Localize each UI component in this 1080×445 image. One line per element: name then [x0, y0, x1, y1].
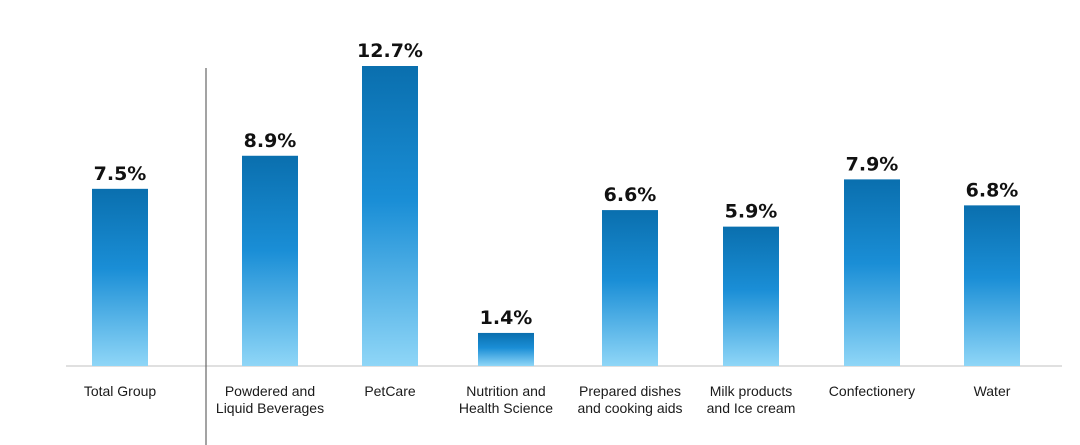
category-label-line: and cooking aids — [577, 400, 682, 416]
category-label-line: PetCare — [364, 383, 416, 399]
category-label-line: Total Group — [84, 383, 157, 399]
category-label-line: Powdered and — [225, 383, 315, 399]
data-label: 6.6% — [604, 184, 657, 206]
category-label: Milk products and Ice cream — [707, 383, 796, 416]
category-label-line: Confectionery — [829, 383, 915, 399]
bars-layer — [66, 66, 1062, 445]
bar — [362, 66, 418, 366]
data-label: 12.7% — [357, 40, 423, 62]
data-label: 5.9% — [725, 201, 778, 223]
bar — [478, 332, 534, 366]
bar — [723, 226, 779, 366]
category-label: Powdered and Liquid Beverages — [216, 383, 324, 416]
category-label: Nutrition and Health Science — [459, 383, 553, 416]
category-label: Confectionery — [829, 383, 915, 399]
bar — [964, 205, 1020, 366]
bar — [844, 179, 900, 366]
data-label: 6.8% — [966, 179, 1019, 201]
data-label: 7.5% — [94, 163, 147, 185]
bar — [92, 188, 148, 366]
category-label-line: Water — [974, 383, 1011, 399]
category-label-line: Liquid Beverages — [216, 400, 324, 416]
bar — [602, 210, 658, 366]
category-label-line: and Ice cream — [707, 400, 796, 416]
labels-layer: 7.5% Total Group 8.9% Powdered and Liquid Be… — [84, 40, 1019, 416]
bar — [242, 155, 298, 366]
category-label-line: Prepared dishes — [579, 383, 681, 399]
category-label: Water — [974, 383, 1011, 399]
data-label: 1.4% — [480, 307, 533, 329]
category-label: Prepared dishes and cooking aids — [577, 383, 682, 416]
category-label-line: Health Science — [459, 400, 553, 416]
category-label: PetCare — [364, 383, 416, 399]
category-label: Total Group — [84, 383, 157, 399]
data-label: 7.9% — [846, 153, 899, 175]
category-label-line: Nutrition and — [466, 383, 545, 399]
data-label: 8.9% — [244, 130, 297, 152]
category-label-line: Milk products — [710, 383, 792, 399]
